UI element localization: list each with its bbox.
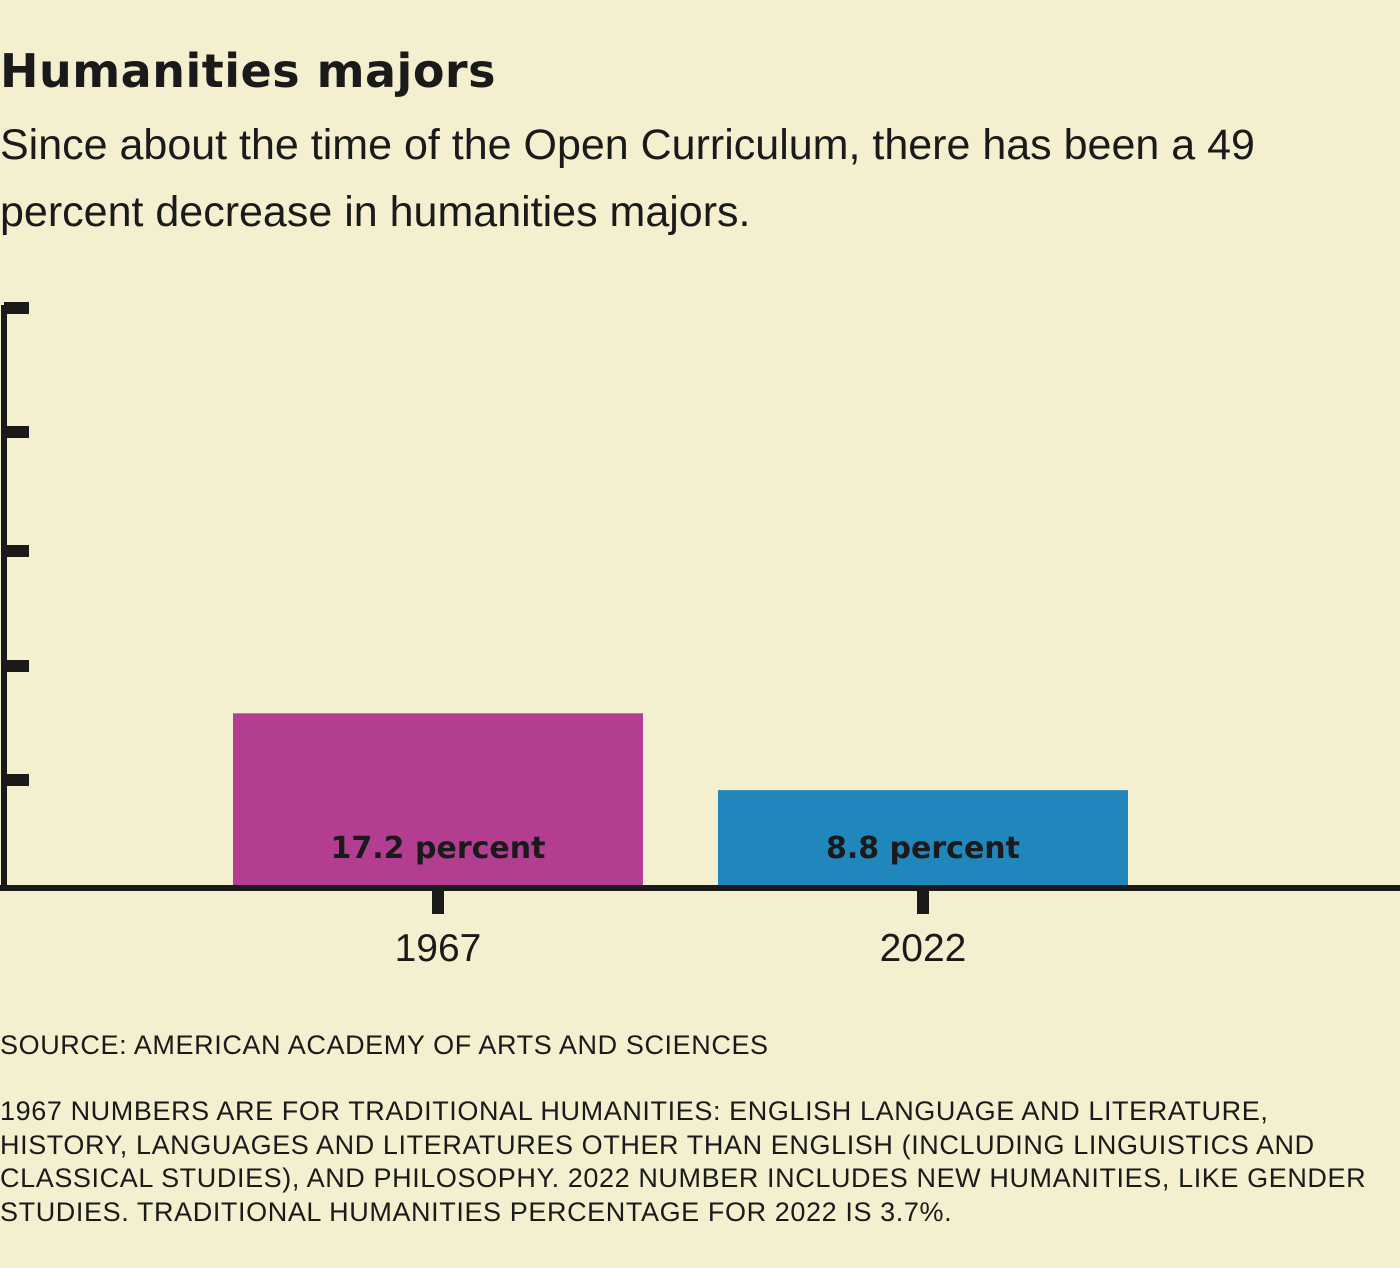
y-axis-tick xyxy=(4,660,29,672)
source-note: SOURCE: AMERICAN ACADEMY OF ARTS AND SCI… xyxy=(0,1030,769,1060)
x-axis-tick xyxy=(432,888,444,914)
bar-chart: 1967 2022 17.2 percent 8.8 percent xyxy=(0,302,1400,970)
data-label: 8.8 percent xyxy=(826,831,1020,866)
bars: 17.2 percent 8.8 percent xyxy=(233,713,1128,885)
chart-title: Humanities majors xyxy=(0,44,496,98)
bar-1967 xyxy=(233,713,643,885)
chart-subtitle: Since about the time of the Open Curricu… xyxy=(0,121,1255,236)
x-tick-label: 2022 xyxy=(880,927,967,970)
bar-2022 xyxy=(718,790,1128,885)
x-tick-label: 1967 xyxy=(395,927,482,970)
y-axis-tick xyxy=(4,774,29,786)
footnote: 1967 NUMBERS ARE FOR TRADITIONAL HUMANIT… xyxy=(0,1096,1367,1227)
x-axis-tick xyxy=(917,888,929,914)
data-label: 17.2 percent xyxy=(331,831,546,866)
y-axis-tick xyxy=(4,302,29,314)
axes: 1967 2022 xyxy=(0,302,1400,970)
y-axis-tick xyxy=(4,545,29,557)
y-axis-tick xyxy=(4,426,29,438)
